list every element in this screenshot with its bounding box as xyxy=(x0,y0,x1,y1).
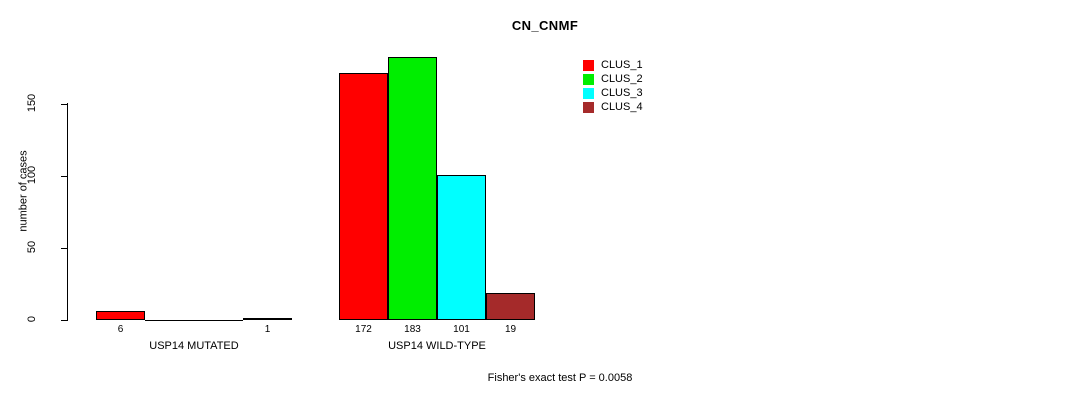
legend-item-label: CLUS_4 xyxy=(601,100,643,113)
fisher-test-annotation: Fisher's exact test P = 0.0058 xyxy=(487,372,633,384)
chart-title: CN_CNMF xyxy=(0,18,1090,33)
y-axis-title: number of cases xyxy=(17,150,30,232)
bar-value-label: 101 xyxy=(453,324,470,335)
y-axis-tick-label: 0 xyxy=(12,313,52,325)
y-axis-tick-label-text: 50 xyxy=(26,240,38,254)
bar xyxy=(194,320,243,321)
y-axis-tick-label: 150 xyxy=(12,93,52,113)
bar xyxy=(388,57,437,320)
y-axis-tick-label-text: 150 xyxy=(25,93,38,113)
y-axis-tick xyxy=(61,176,67,177)
y-axis-tick-label: 50 xyxy=(12,241,52,253)
bar-value-label: 19 xyxy=(504,324,517,335)
bar-value-label: 183 xyxy=(404,324,421,335)
legend-item: CLUS_2 xyxy=(583,72,643,86)
legend-item: CLUS_4 xyxy=(583,100,643,114)
legend-color-swatch xyxy=(583,87,594,99)
bar-value-label: 1 xyxy=(264,324,271,335)
legend-item-label: CLUS_1 xyxy=(601,58,643,71)
y-axis-tick-label: 100 xyxy=(12,165,52,185)
legend-item-label: CLUS_2 xyxy=(601,72,643,85)
bar xyxy=(145,320,194,321)
bar xyxy=(486,293,535,320)
legend-item-label: CLUS_3 xyxy=(601,86,643,99)
y-axis-tick xyxy=(61,104,67,105)
y-axis-line xyxy=(67,103,68,321)
bar-value-label: 172 xyxy=(355,324,372,335)
legend-item: CLUS_3 xyxy=(583,86,643,100)
y-axis-tick-label-text: 0 xyxy=(26,315,38,323)
legend-item: CLUS_1 xyxy=(583,58,643,72)
group-axis-label: USP14 WILD-TYPE xyxy=(388,340,486,352)
legend-color-swatch xyxy=(583,101,594,113)
bar xyxy=(243,318,292,320)
y-axis-tick xyxy=(61,248,67,249)
chart-legend: CLUS_1 CLUS_2 CLUS_3 CLUS_4 xyxy=(583,58,643,114)
group-axis-label: USP14 MUTATED xyxy=(149,340,239,352)
bar xyxy=(96,311,145,320)
bar xyxy=(339,73,388,320)
legend-color-swatch xyxy=(583,73,594,85)
bar-value-label: 6 xyxy=(117,324,124,335)
legend-color-swatch xyxy=(583,59,594,71)
chart-title-text: CN_CNMF xyxy=(511,18,579,33)
y-axis-tick xyxy=(61,320,67,321)
y-axis-tick-label-text: 100 xyxy=(25,165,38,185)
bar xyxy=(437,175,486,320)
